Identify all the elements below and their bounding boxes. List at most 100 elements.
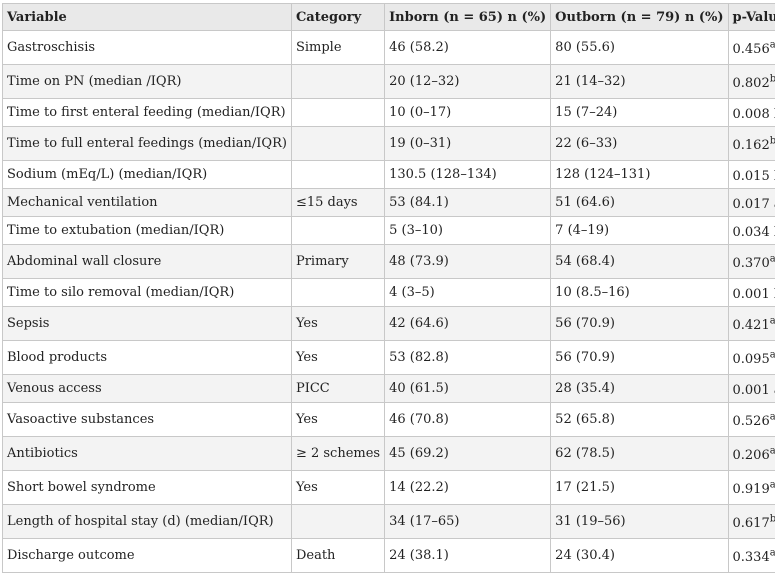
cell-inborn: 45 (69.2) (385, 437, 551, 471)
cell-category: Yes (291, 403, 384, 437)
p-value-text: 0.162 (733, 138, 770, 153)
cell-p-value: 0.001 b (728, 279, 775, 307)
cell-inborn: 40 (61.5) (385, 375, 551, 403)
cell-p-value: 0.802b (728, 65, 775, 99)
p-value-footnote-mark: a (770, 548, 775, 559)
p-value-text: 0.206 (733, 448, 770, 463)
table-row: Sodium (mEq/L) (median/IQR)130.5 (128–13… (3, 161, 775, 189)
p-value-footnote-mark: b (770, 514, 775, 525)
cell-outborn: 54 (68.4) (551, 245, 728, 279)
cell-outborn: 10 (8.5–16) (551, 279, 728, 307)
cell-inborn: 34 (17–65) (385, 505, 551, 539)
p-value-text: 0.526 (733, 414, 770, 429)
cell-inborn: 42 (64.6) (385, 307, 551, 341)
table-row: Length of hospital stay (d) (median/IQR)… (3, 505, 775, 539)
p-value-text: 0.421 (733, 318, 770, 333)
cell-p-value: 0.015 b (728, 161, 775, 189)
p-value-text: 0.008 b (733, 107, 775, 122)
cell-category: Yes (291, 341, 384, 375)
cell-inborn: 10 (0–17) (385, 99, 551, 127)
cell-variable: Time on PN (median /IQR) (3, 65, 292, 99)
cell-category: Primary (291, 245, 384, 279)
table-header-row: Variable Category Inborn (n = 65) n (%) … (3, 4, 775, 31)
cell-variable: Venous access (3, 375, 292, 403)
cell-outborn: 80 (55.6) (551, 31, 728, 65)
cell-inborn: 53 (82.8) (385, 341, 551, 375)
p-value-footnote-mark: a (770, 412, 775, 423)
p-value-text: 0.919 (733, 482, 770, 497)
header-category: Category (291, 4, 384, 31)
cell-outborn: 22 (6–33) (551, 127, 728, 161)
cell-p-value: 0.421a (728, 307, 775, 341)
cell-category: Yes (291, 307, 384, 341)
cell-category (291, 161, 384, 189)
cell-category (291, 127, 384, 161)
cell-variable: Mechanical ventilation (3, 189, 292, 217)
table-row: Time on PN (median /IQR)20 (12–32)21 (14… (3, 65, 775, 99)
p-value-text: 0.334 (733, 550, 770, 565)
p-value-text: 0.802 (733, 76, 770, 91)
cell-variable: Antibiotics (3, 437, 292, 471)
cell-inborn: 46 (70.8) (385, 403, 551, 437)
cell-inborn: 53 (84.1) (385, 189, 551, 217)
cell-p-value: 0.206a (728, 437, 775, 471)
cell-p-value: 0.017 a (728, 189, 775, 217)
cell-inborn: 5 (3–10) (385, 217, 551, 245)
cell-variable: Discharge outcome (3, 539, 292, 573)
cell-p-value: 0.034 b (728, 217, 775, 245)
p-value-footnote-mark: a (770, 316, 775, 327)
cell-category (291, 279, 384, 307)
cell-variable: Short bowel syndrome (3, 471, 292, 505)
cell-variable: Time to first enteral feeding (median/IQ… (3, 99, 292, 127)
results-table-container: Variable Category Inborn (n = 65) n (%) … (2, 3, 775, 573)
cell-inborn: 46 (58.2) (385, 31, 551, 65)
cell-p-value: 0.334a (728, 539, 775, 573)
cell-variable: Blood products (3, 341, 292, 375)
cell-variable: Length of hospital stay (d) (median/IQR) (3, 505, 292, 539)
cell-p-value: 0.526a (728, 403, 775, 437)
cell-outborn: 28 (35.4) (551, 375, 728, 403)
cell-inborn: 14 (22.2) (385, 471, 551, 505)
cell-p-value: 0.008 b (728, 99, 775, 127)
table-row: Time to extubation (median/IQR)5 (3–10)7… (3, 217, 775, 245)
p-value-text: 0.456 (733, 42, 770, 57)
cell-p-value: 0.162b (728, 127, 775, 161)
cell-category: Simple (291, 31, 384, 65)
p-value-footnote-mark: a (770, 254, 775, 265)
cell-outborn: 56 (70.9) (551, 307, 728, 341)
cell-category: Yes (291, 471, 384, 505)
cell-outborn: 128 (124–131) (551, 161, 728, 189)
cell-category (291, 65, 384, 99)
cell-inborn: 4 (3–5) (385, 279, 551, 307)
cell-outborn: 51 (64.6) (551, 189, 728, 217)
cell-p-value: 0.919a (728, 471, 775, 505)
cell-category: PICC (291, 375, 384, 403)
cell-variable: Time to extubation (median/IQR) (3, 217, 292, 245)
table-row: Time to silo removal (median/IQR) 4 (3–5)… (3, 279, 775, 307)
cell-variable: Gastroschisis (3, 31, 292, 65)
cell-variable: Abdominal wall closure (3, 245, 292, 279)
p-value-footnote-mark: b (770, 74, 775, 85)
p-value-footnote-mark: a (770, 350, 775, 361)
p-value-text: 0.017 a (733, 197, 775, 212)
cell-category (291, 99, 384, 127)
cell-category (291, 217, 384, 245)
cell-inborn: 19 (0–31) (385, 127, 551, 161)
cell-outborn: 31 (19–56) (551, 505, 728, 539)
cell-variable: Time to silo removal (median/IQR) (3, 279, 292, 307)
table-row: Time to full enteral feedings (median/IQ… (3, 127, 775, 161)
table-row: Time to first enteral feeding (median/IQ… (3, 99, 775, 127)
cell-variable: Vasoactive substances (3, 403, 292, 437)
cell-outborn: 15 (7–24) (551, 99, 728, 127)
p-value-footnote-mark: a (770, 446, 775, 457)
cell-inborn: 24 (38.1) (385, 539, 551, 573)
cell-p-value: 0.370a (728, 245, 775, 279)
